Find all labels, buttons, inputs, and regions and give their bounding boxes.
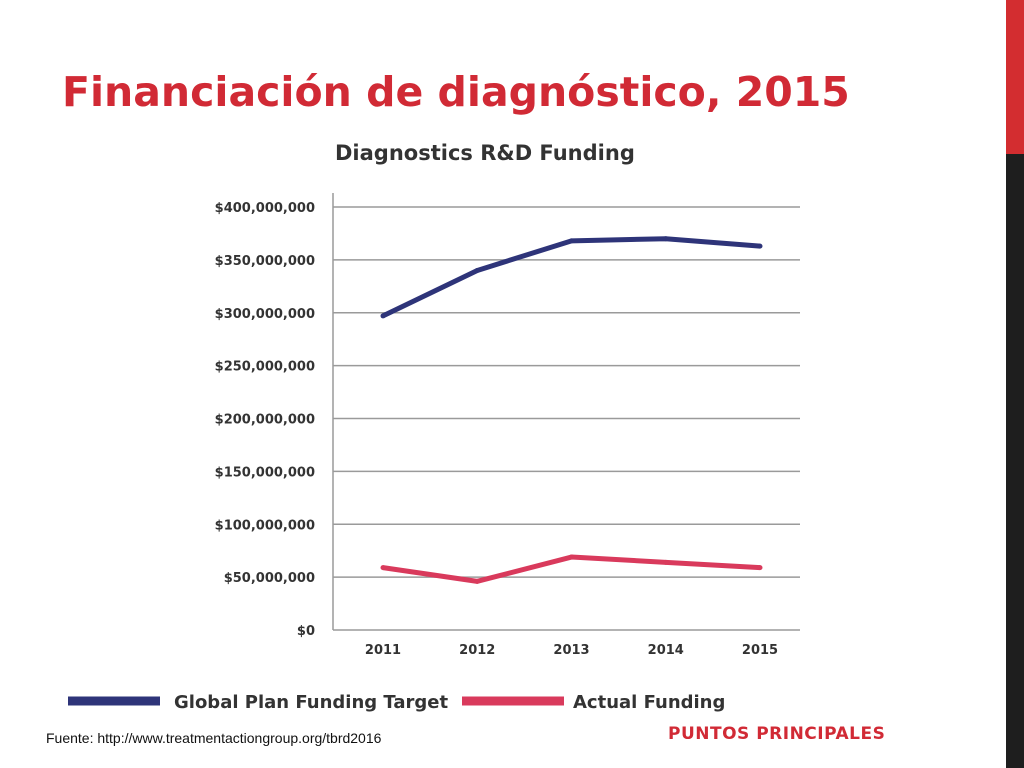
legend-label: Global Plan Funding Target [174, 692, 448, 713]
slide-title: Financiación de diagnóstico, 2015 [62, 68, 850, 116]
data-point [757, 243, 763, 249]
x-tick-label: 2011 [365, 643, 401, 658]
data-point [663, 236, 669, 242]
y-tick-label: $200,000,000 [215, 413, 315, 428]
x-tick-label: 2012 [459, 643, 495, 658]
x-tick-label: 2013 [553, 643, 589, 658]
accent-bar-top [1006, 0, 1024, 154]
chart-container: Diagnostics R&D Funding $0 $50,000,000 $100… [68, 130, 830, 720]
data-point [474, 578, 480, 584]
data-point [474, 267, 480, 273]
y-tick-label: $50,000,000 [224, 571, 315, 586]
y-tick-label: $250,000,000 [215, 360, 315, 375]
section-label[interactable]: PUNTOS PRINCIPALES [668, 724, 886, 744]
data-point [380, 313, 386, 319]
series-line-1 [381, 236, 761, 319]
data-point [569, 238, 574, 244]
x-tick-label: 2015 [742, 643, 778, 658]
legend-label: Actual Funding [573, 692, 725, 713]
y-tick-label: $300,000,000 [215, 307, 315, 322]
data-point [757, 565, 763, 571]
x-tick-label: 2014 [648, 643, 684, 658]
data-point [380, 565, 386, 571]
line-chart: Diagnostics R&D Funding $0 $50,000,000 $100… [68, 141, 800, 713]
y-tick-label: $0 [297, 624, 315, 639]
accent-bar-bottom [1006, 154, 1024, 768]
data-point [663, 559, 669, 565]
data-point [569, 554, 574, 560]
y-tick-label: $150,000,000 [215, 465, 315, 480]
y-tick-label: $400,000,000 [215, 201, 315, 216]
y-tick-label: $100,000,000 [215, 518, 315, 533]
y-tick-label: $350,000,000 [215, 254, 315, 269]
source-note: Fuente: http://www.treatmentactiongroup.… [46, 730, 382, 746]
chart-title: Diagnostics R&D Funding [335, 141, 635, 165]
